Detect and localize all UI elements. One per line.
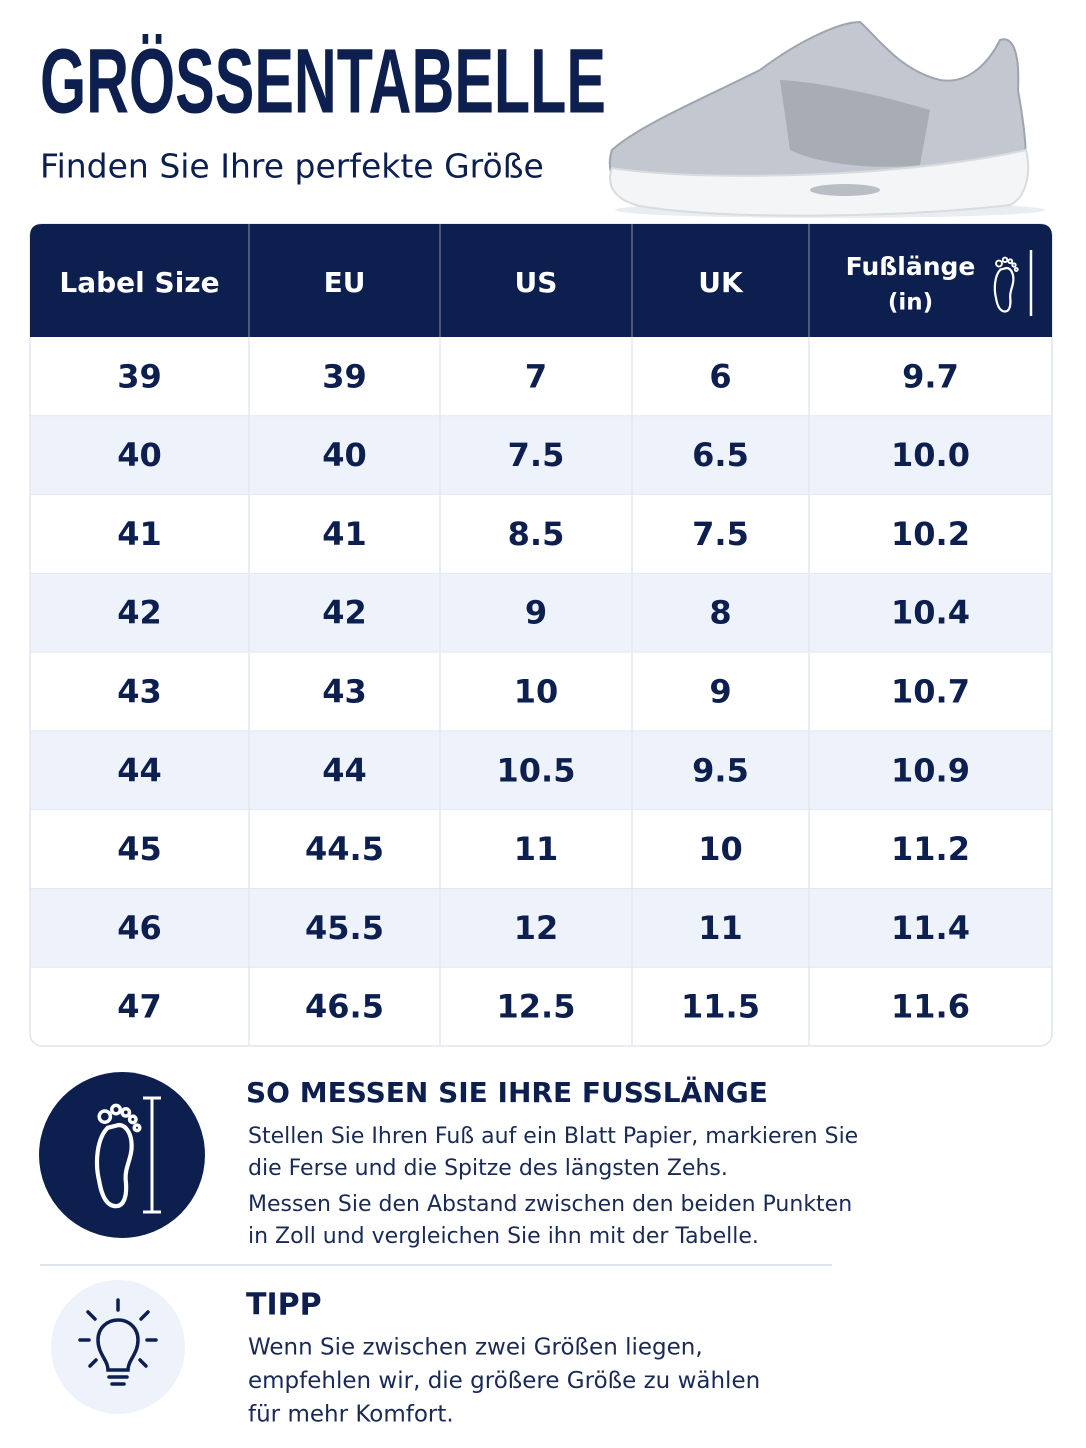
table-cell: 10.0 <box>891 436 970 474</box>
table-cell: 7.5 <box>508 436 565 474</box>
table-cell: 9 <box>709 673 731 711</box>
table-cell: 44.5 <box>305 830 384 868</box>
table-cell: 10.9 <box>891 751 970 789</box>
measure-line: die Ferse und die Spitze des längsten Ze… <box>248 1156 728 1181</box>
table-cell: 43 <box>117 673 162 711</box>
row-bg <box>31 888 1051 968</box>
row-bg <box>31 415 1051 495</box>
size-table: 39 39 7 6 9.7 40 40 7.5 6.5 10.0 41 41 8.5 7.5 10.2 42 4… <box>29 223 1053 1047</box>
column-header: US <box>515 266 558 299</box>
table-cell: 10.5 <box>497 751 576 789</box>
table-cell: 41 <box>322 515 367 553</box>
table-header-bg <box>30 224 1052 337</box>
bulb-icon <box>78 1298 158 1386</box>
column-header-unit: (in) <box>888 290 933 316</box>
subtitle: Finden Sie Ihre perfekte Größe <box>40 147 544 186</box>
column-header: EU <box>324 266 366 299</box>
table-cell: 43 <box>322 673 367 711</box>
table-cell: 44 <box>117 751 162 789</box>
table-cell: 12 <box>514 909 559 947</box>
table-cell: 46.5 <box>305 988 384 1026</box>
table-cell: 40 <box>117 436 162 474</box>
measure-line: Messen Sie den Abstand zwischen den beid… <box>248 1192 852 1217</box>
table-cell: 7 <box>525 357 547 395</box>
column-header: Fußlänge <box>846 252 976 281</box>
table-cell: 10 <box>698 830 743 868</box>
tip-icon-bg <box>51 1280 185 1414</box>
measure-line: in Zoll und vergleichen Sie ihn mit der … <box>248 1224 759 1249</box>
table-cell: 11 <box>698 909 743 947</box>
row-bg <box>31 730 1051 810</box>
table-cell: 39 <box>117 357 162 395</box>
column-header: UK <box>698 266 744 299</box>
table-cell: 11.5 <box>681 988 760 1026</box>
tip-line: für mehr Komfort. <box>248 1402 454 1428</box>
measure-icon-bg <box>39 1072 205 1238</box>
table-cell: 44 <box>322 751 367 789</box>
tip-title: TIPP <box>246 1288 322 1323</box>
table-cell: 47 <box>117 988 162 1026</box>
table-cell: 9.7 <box>902 357 959 395</box>
table-cell: 40 <box>322 436 367 474</box>
table-cell: 8.5 <box>508 515 565 553</box>
table-cell: 45 <box>117 830 162 868</box>
table-cell: 45.5 <box>305 909 384 947</box>
table-cell: 11.6 <box>891 988 970 1026</box>
table-cell: 9 <box>525 594 547 632</box>
table-cell: 11.2 <box>891 830 970 868</box>
table-cell: 11.4 <box>891 909 970 947</box>
column-header: Label Size <box>59 266 219 299</box>
table-cell: 8 <box>709 594 731 632</box>
ruler-icon <box>143 1096 161 1214</box>
table-cell: 6.5 <box>692 436 749 474</box>
row-bg <box>31 573 1051 653</box>
table-cell: 42 <box>117 594 162 632</box>
table-cell: 10.2 <box>891 515 970 553</box>
table-cell: 39 <box>322 357 367 395</box>
table-cell: 9.5 <box>692 751 749 789</box>
tip-line: empfehlen wir, die größere Größe zu wähl… <box>248 1368 760 1394</box>
table-cell: 42 <box>322 594 367 632</box>
table-cell: 10.4 <box>891 594 970 632</box>
table-cell: 10 <box>514 673 559 711</box>
tip-text: Wenn Sie zwischen zwei Größen liegen, emp… <box>248 1335 760 1428</box>
title: GRÖSSENTABELLE <box>40 30 606 132</box>
table-cell: 12.5 <box>497 988 576 1026</box>
shoe-image <box>608 20 1045 218</box>
table-cell: 7.5 <box>692 515 749 553</box>
table-cell: 10.7 <box>891 673 970 711</box>
table-cell: 41 <box>117 515 162 553</box>
measure-title: SO MESSEN SIE IHRE FUSSLÄNGE <box>246 1075 768 1109</box>
measure-text: Stellen Sie Ihren Fuß auf ein Blatt Papi… <box>248 1124 858 1249</box>
measure-line: Stellen Sie Ihren Fuß auf ein Blatt Papi… <box>248 1124 858 1149</box>
table-cell: 11 <box>514 830 559 868</box>
table-cell: 6 <box>709 357 731 395</box>
tip-line: Wenn Sie zwischen zwei Größen liegen, <box>248 1335 703 1361</box>
table-cell: 46 <box>117 909 162 947</box>
